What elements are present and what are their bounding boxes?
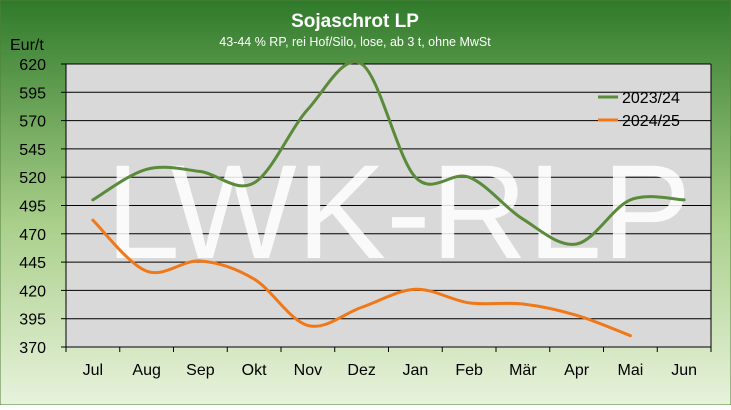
legend-label: 2024/25 [622, 113, 680, 130]
x-tick-label: Jan [402, 362, 428, 379]
watermark-text: LWK-RLP [106, 138, 692, 287]
y-tick-label: 495 [19, 199, 46, 216]
data-point [306, 324, 309, 327]
series-line-2023-24 [91, 60, 686, 246]
data-point [360, 63, 363, 66]
y-tick-label: 620 [19, 57, 46, 74]
y-tick-label: 370 [19, 340, 46, 357]
data-point [253, 278, 256, 281]
x-tick-label: Jul [83, 362, 103, 379]
data-point [360, 306, 363, 309]
data-point [199, 259, 202, 262]
x-tick-label: Jun [671, 362, 697, 379]
data-point [91, 219, 94, 222]
data-point [629, 334, 632, 337]
data-point [253, 181, 256, 184]
data-point [468, 301, 471, 304]
x-tick-label: Aug [132, 362, 160, 379]
y-tick-label: 445 [19, 255, 46, 272]
y-tick-label: 395 [19, 312, 46, 329]
data-point [414, 176, 417, 179]
y-axis-label: Eur/t [10, 37, 44, 54]
data-point [629, 198, 632, 201]
x-tick-label: Nov [294, 362, 322, 379]
data-point [521, 302, 524, 305]
chart-title: Sojaschrot LP [291, 11, 419, 32]
y-tick-label: 545 [19, 142, 46, 159]
data-point [199, 170, 202, 173]
legend-label: 2023/24 [622, 90, 680, 107]
x-tick-label: Mai [617, 362, 643, 379]
series-line-2024-25 [91, 218, 632, 338]
x-tick-label: Dez [347, 362, 375, 379]
chart-subtitle: 43-44 % RP, rei Hof/Silo, lose, ab 3 t, … [219, 35, 491, 49]
data-point [468, 176, 471, 179]
y-tick-label: 420 [19, 283, 46, 300]
y-tick-label: 520 [19, 170, 46, 187]
data-point [575, 242, 578, 245]
x-tick-label: Mär [509, 362, 537, 379]
y-tick-label: 470 [19, 227, 46, 244]
data-point [145, 270, 148, 273]
x-tick-label: Apr [564, 362, 590, 379]
x-tick-label: Sep [186, 362, 215, 379]
x-tick-label: Feb [455, 362, 483, 379]
data-point [306, 108, 309, 111]
data-point [683, 198, 686, 201]
x-tick-label: Okt [242, 362, 267, 379]
data-point [91, 198, 94, 201]
y-tick-label: 595 [19, 85, 46, 102]
data-point [521, 218, 524, 221]
plot-area: 370 395 420 445 470 495 520 545 570 595 620 LWK-RLP… [19, 57, 712, 379]
data-point [575, 314, 578, 317]
y-tick-label: 570 [19, 114, 46, 131]
data-point [414, 288, 417, 291]
data-point [145, 168, 148, 171]
